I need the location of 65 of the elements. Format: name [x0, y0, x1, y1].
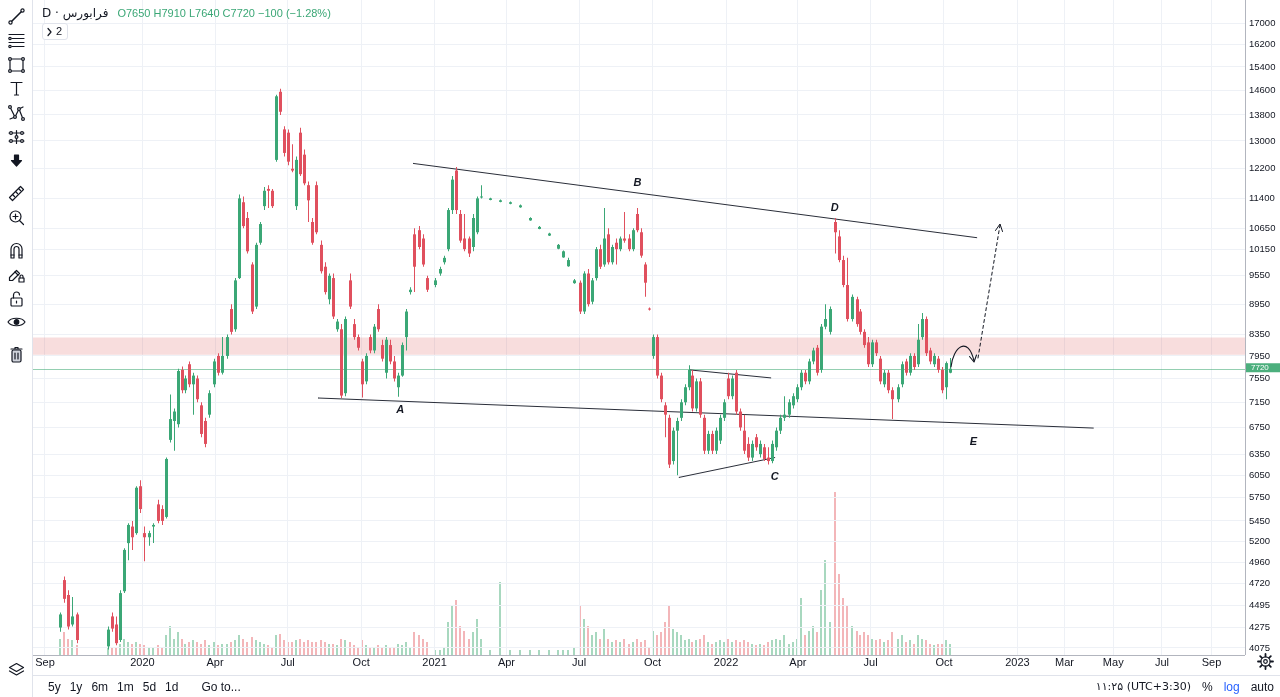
y-tick-label: 8350	[1249, 328, 1271, 340]
x-tick-label: 2022	[713, 655, 739, 668]
y-tick-label: 14600	[1249, 83, 1276, 95]
text: 1d	[165, 679, 179, 694]
y-tick-label: 5450	[1249, 514, 1271, 526]
y-tick-label: 5750	[1249, 491, 1271, 503]
y-tick-label: 8950	[1249, 297, 1271, 309]
text: %	[1201, 679, 1213, 694]
y-tick-label: 4960	[1249, 555, 1271, 567]
annotation: A	[395, 403, 405, 416]
text: O7650 H7910 L7640 C7720 −100 (−1.28%)	[117, 6, 331, 21]
annotation: D	[830, 201, 839, 214]
y-tick-label: 6750	[1249, 421, 1271, 433]
x-tick-label: Jul	[1154, 655, 1169, 668]
y-tick-label: 4720	[1249, 577, 1271, 589]
x-tick-label: May	[1102, 655, 1125, 668]
y-tick-label: 6050	[1249, 468, 1271, 480]
text: D · فرابورس	[42, 5, 109, 21]
text: 6m	[91, 679, 109, 694]
y-tick-label: 9550	[1249, 269, 1271, 281]
text: 5y	[48, 679, 61, 694]
x-tick-label: Sep	[35, 655, 55, 668]
x-tick-label: Mar	[1055, 655, 1075, 668]
text: 1m	[117, 679, 134, 694]
text: 1y	[69, 679, 83, 694]
y-tick-label: 16200	[1249, 38, 1276, 50]
text: auto	[1250, 679, 1274, 694]
y-tick-label: 6350	[1249, 447, 1271, 459]
x-tick-label: Apr	[789, 655, 807, 668]
y-tick-label: 15400	[1249, 60, 1276, 72]
y-tick-label: 7150	[1249, 395, 1271, 407]
y-tick-label: 10150	[1249, 242, 1276, 254]
ref-line-label: 7720	[1251, 363, 1270, 373]
y-tick-label: 17000	[1249, 17, 1276, 29]
y-tick-label: 4275	[1249, 620, 1271, 632]
y-tick-label: 10650	[1249, 221, 1276, 233]
annotation: C	[770, 469, 780, 482]
x-tick-label: 2023	[1005, 655, 1030, 668]
text: ۱۱:۲۵ (UTC+3:30)	[1095, 680, 1191, 693]
text: Go to...	[201, 679, 241, 694]
x-tick-label: Sep	[1201, 655, 1222, 668]
text: log	[1223, 679, 1240, 694]
x-tick-label: Jul	[572, 655, 587, 668]
annotation: B	[633, 176, 642, 189]
y-tick-label: 7950	[1249, 349, 1271, 361]
annotation: 2	[56, 24, 63, 39]
x-tick-label: Oct	[644, 655, 662, 668]
x-tick-label: Oct	[352, 655, 370, 668]
y-tick-label: 13000	[1249, 134, 1276, 146]
annotation: E	[969, 434, 978, 447]
x-tick-label: Apr	[206, 655, 224, 668]
x-tick-label: Apr	[497, 655, 516, 668]
y-tick-label: 11400	[1249, 192, 1275, 204]
x-tick-label: Jul	[863, 655, 878, 668]
y-tick-label: 5200	[1249, 535, 1271, 547]
y-tick-label: 7550	[1249, 372, 1271, 384]
text: 5d	[142, 679, 157, 694]
y-tick-label: 13800	[1249, 108, 1276, 120]
x-tick-label: 2020	[130, 655, 155, 668]
x-tick-label: Oct	[935, 655, 953, 668]
x-tick-label: Jul	[280, 655, 295, 668]
x-tick-label: 2021	[422, 655, 447, 668]
y-tick-label: 4495	[1249, 598, 1271, 610]
y-tick-label: 4075	[1249, 641, 1271, 653]
y-tick-label: 12200	[1249, 162, 1276, 174]
